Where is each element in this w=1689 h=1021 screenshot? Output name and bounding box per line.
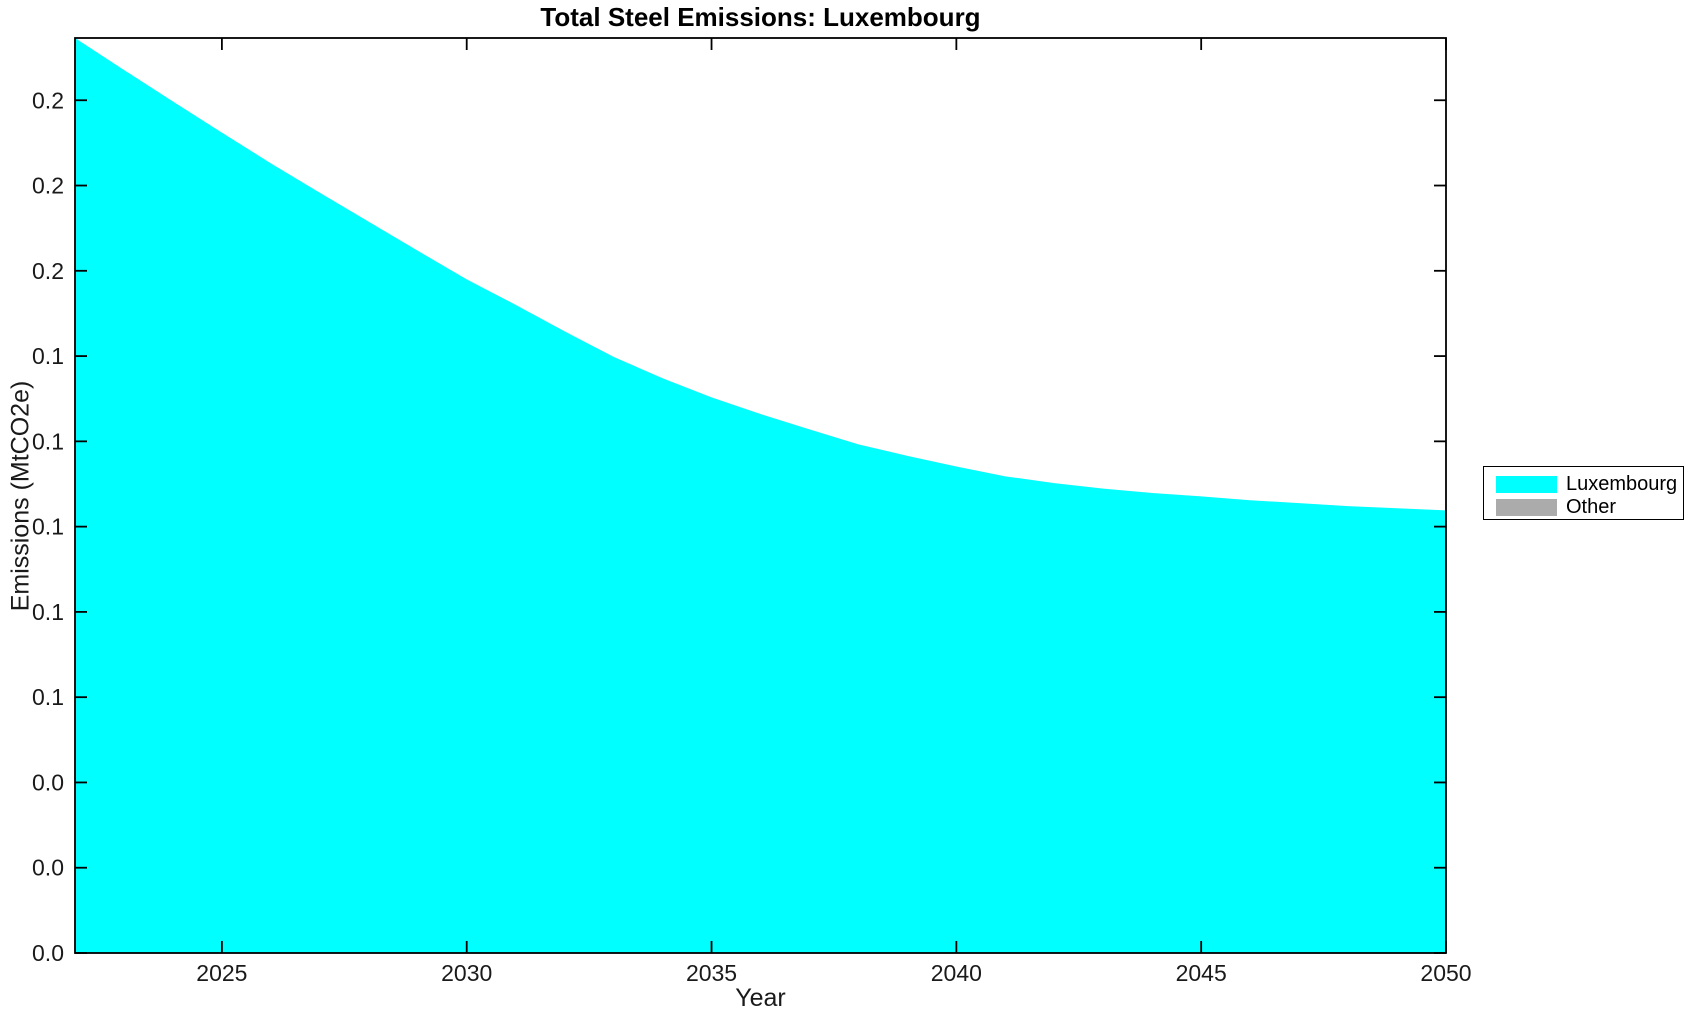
y-tick-label: 0.0 xyxy=(32,769,64,795)
legend-item-other: Other xyxy=(1496,496,1683,518)
legend-swatch-other xyxy=(1496,498,1557,516)
x-tick-label: 2045 xyxy=(1176,960,1227,986)
y-tick-label: 0.1 xyxy=(32,514,64,540)
y-tick-label: 0.0 xyxy=(32,940,64,966)
x-axis-title: Year xyxy=(735,984,786,1012)
legend-item-luxembourg: Luxembourg xyxy=(1496,473,1683,495)
legend-swatch-luxembourg xyxy=(1496,475,1557,493)
area-luxembourg xyxy=(75,38,1446,953)
x-tick-label: 2025 xyxy=(196,960,247,986)
x-tick-label: 2035 xyxy=(686,960,737,986)
legend: Luxembourg Other xyxy=(1483,466,1684,520)
y-tick-label: 0.2 xyxy=(32,173,64,199)
y-tick-label: 0.1 xyxy=(32,684,64,710)
x-tick-label: 2040 xyxy=(931,960,982,986)
y-tick-label: 0.1 xyxy=(32,599,64,625)
axes-box xyxy=(74,37,1447,954)
legend-label-other: Other xyxy=(1566,496,1617,518)
y-tick-label: 0.0 xyxy=(32,855,64,881)
legend-label-luxembourg: Luxembourg xyxy=(1566,473,1678,495)
y-tick-label: 0.2 xyxy=(32,87,64,113)
y-tick-label: 0.1 xyxy=(32,343,64,369)
y-tick-label: 0.2 xyxy=(32,258,64,284)
x-tick-label: 2050 xyxy=(1420,960,1471,986)
y-tick-label: 0.1 xyxy=(32,428,64,454)
x-tick-label: 2030 xyxy=(441,960,492,986)
chart-title: Total Steel Emissions: Luxembourg xyxy=(540,2,981,32)
